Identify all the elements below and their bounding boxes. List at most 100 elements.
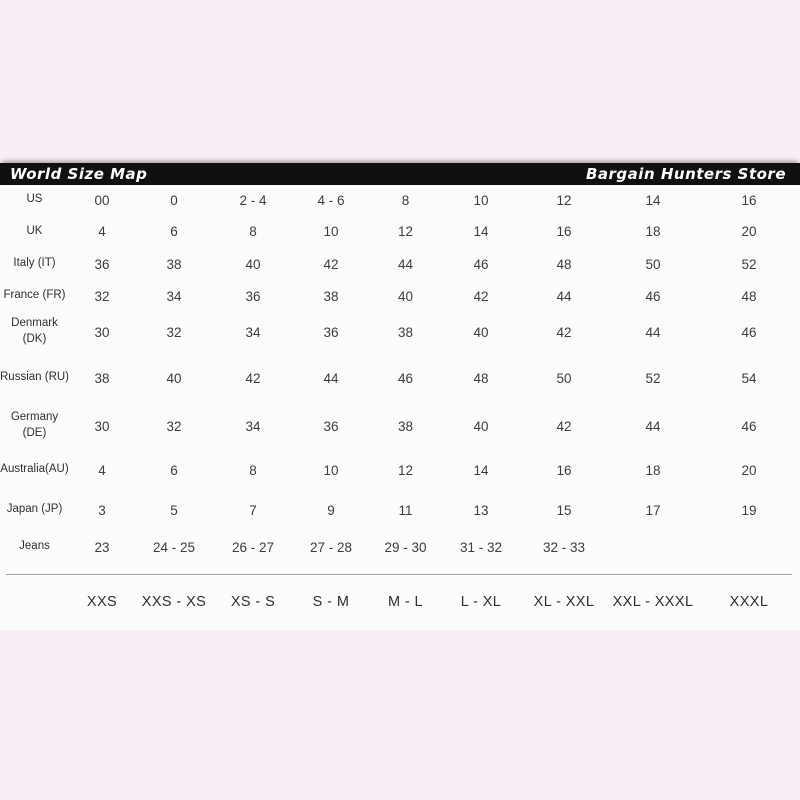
size-cell: 40 [473,418,489,434]
size-cell: 12 [556,192,572,208]
size-cell: 24 - 25 [152,539,196,555]
size-cell: 8 [401,192,410,208]
row-label: Russian (RU) [0,371,70,384]
size-cell: 13 [473,502,489,518]
size-cell: 4 [98,462,106,478]
size-cell: 20 [741,224,757,239]
row-label: Japan (JP) [6,503,63,516]
size-category-row: XXS XXS - XS XS - S S - M M - L L - XL XL - XX… [0,575,800,629]
size-category-cell: XS - S [230,594,276,610]
row-label: Italy (IT) [13,257,56,270]
size-cell: 52 [645,370,661,386]
size-cell: 40 [397,288,414,304]
size-cell: 46 [741,418,757,434]
size-category-cell: XXL - XXXL [612,594,694,610]
size-cell: 12 [397,224,414,239]
size-cell: 6 [170,462,178,478]
table-row: Germany (DE) 30 32 34 36 38 40 42 44 46 [0,404,800,448]
table-row: France (FR) 32 34 36 38 40 42 44 46 48 [0,280,800,312]
size-cell: 00 [94,192,110,208]
size-cell: 40 [245,256,261,272]
size-cell: 6 [170,224,178,239]
size-cell: 26 - 27 [231,539,275,555]
size-cell: 32 [166,324,182,340]
size-cell: 40 [473,324,489,340]
size-cell: 48 [473,370,489,386]
chart-title: World Size Map [10,164,148,183]
size-category-cell: L - XL [460,594,502,610]
size-cell: 7 [249,502,257,518]
size-cell: 10 [323,462,339,478]
size-cell: 14 [645,192,661,208]
size-cell: 50 [556,370,572,386]
size-cell: 5 [170,502,178,518]
size-cell: 54 [741,370,757,386]
size-cell: 10 [323,224,339,239]
size-cell: 52 [741,256,757,272]
size-category-cell: XXXL [729,594,769,610]
size-cell: 34 [245,324,261,340]
size-category-cell: XXS - XS [141,594,207,610]
size-cell: 38 [94,370,110,386]
size-cell: 48 [741,288,757,304]
size-cell: 18 [645,224,661,239]
size-cell: 36 [245,288,261,304]
size-cell: 36 [94,256,110,272]
size-cell: 12 [397,462,414,478]
table-row: Japan (JP) 3 5 7 9 11 13 15 17 19 [0,492,800,528]
size-cell: 14 [473,224,489,239]
size-cell: 32 - 33 [542,539,586,555]
row-label: US [26,193,43,206]
row-label: Australia(AU) [0,463,69,476]
size-cell: 31 - 32 [459,539,503,555]
size-category-cell: XXS [86,594,118,610]
size-cell: 38 [323,288,339,304]
size-cell: 8 [249,224,257,239]
size-category-cell: XL - XXL [533,594,595,610]
size-cell: 42 [473,288,489,304]
size-cell: 16 [556,462,572,478]
size-cell: 30 [94,418,110,434]
size-cell: 42 [556,324,572,340]
table-row: Italy (IT) 36 38 40 42 44 46 48 50 52 [0,248,800,280]
size-cell: 42 [245,370,261,386]
footer-divider [6,574,792,575]
size-cell: 46 [645,288,661,304]
size-cell: 20 [741,462,757,478]
size-cell: 46 [741,324,757,340]
table-row: Denmark (DK) 30 32 34 36 38 40 42 44 46 [0,312,800,352]
row-label: France (FR) [3,289,66,302]
size-cell: 19 [741,502,757,518]
size-cell: 17 [645,502,661,518]
size-cell: 18 [645,462,661,478]
size-cell: 50 [645,256,661,272]
size-cell: 42 [323,256,339,272]
size-cell: 44 [645,418,661,434]
size-cell: 32 [94,288,110,304]
row-label: UK [26,224,43,237]
size-cell: 15 [556,502,572,518]
size-category-cell: M - L [387,594,424,610]
size-cell: 34 [245,418,261,434]
row-label: Denmark (DK) [11,317,58,345]
size-cell: 16 [556,224,572,239]
size-cell: 38 [397,418,414,434]
table-row: Russian (RU) 38 40 42 44 46 48 50 52 54 [0,352,800,404]
size-cell: 4 - 6 [317,192,345,208]
size-cell: 30 [94,324,110,340]
size-cell: 4 [98,224,106,239]
size-cell: 38 [166,256,182,272]
size-cell: 32 [166,418,182,434]
table-row: Australia(AU) 4 6 8 10 12 14 16 18 20 [0,448,800,492]
size-cell: 36 [323,324,339,340]
size-cell: 9 [327,502,335,518]
row-label: Germany (DE) [10,411,59,439]
table-row: UK 4 6 8 10 12 14 16 18 20 [0,215,800,248]
size-cell: 16 [741,192,757,208]
size-cell: 3 [98,502,106,518]
size-cell: 34 [166,288,182,304]
size-cell: 44 [645,324,661,340]
size-cell: 40 [166,370,182,386]
size-cell: 46 [397,370,414,386]
